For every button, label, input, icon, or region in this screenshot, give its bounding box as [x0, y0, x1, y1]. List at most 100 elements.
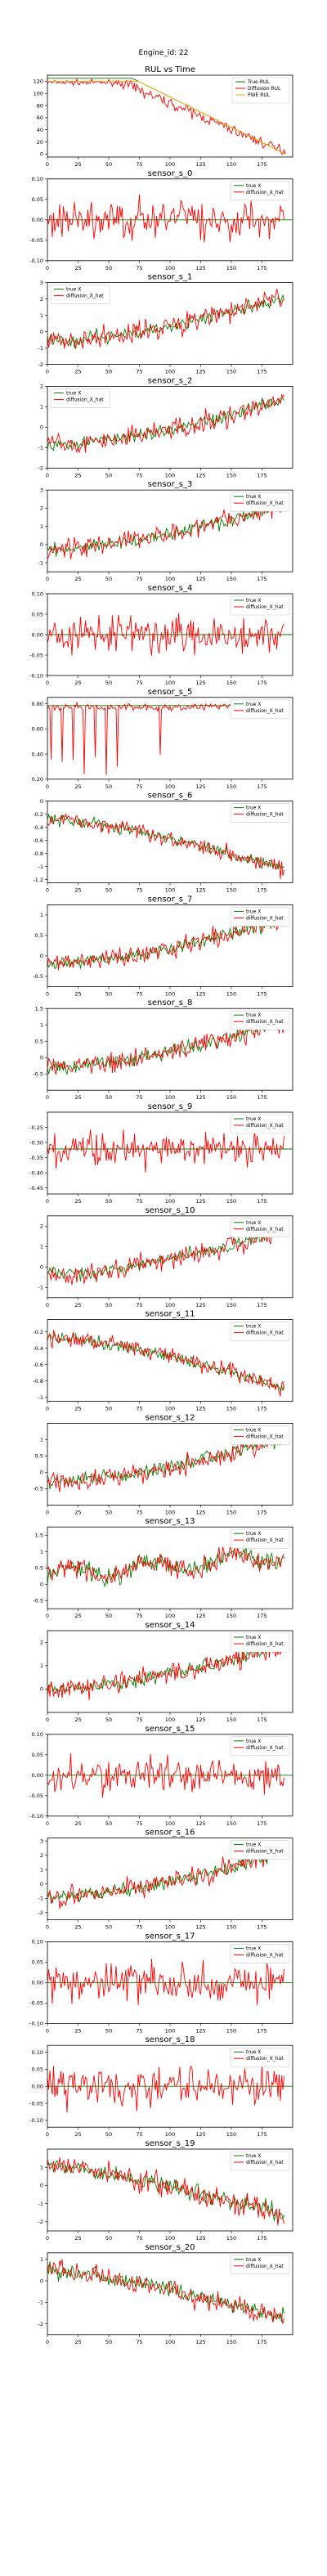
legend-label: true X	[246, 702, 261, 707]
x-tick-label: 150	[226, 1302, 236, 1308]
x-tick-label: 75	[136, 1717, 142, 1723]
x-tick-label: 175	[257, 1613, 267, 1619]
x-tick-label: 75	[136, 1198, 142, 1205]
legend-box	[230, 2255, 290, 2275]
legend-label: true X	[246, 1842, 261, 1848]
legend-label: diffusion_X_hat	[246, 1227, 284, 1232]
legend-label: true X	[66, 287, 81, 293]
x-tick-label: 175	[257, 161, 267, 168]
chart-panel-s7: sensor_s_7 0 25 50 75 100 125 150 175 -0.5 0 0.5 1 tr…	[33, 895, 293, 997]
x-tick-label: 125	[195, 1406, 205, 1412]
legend-label: PWE RUL	[248, 92, 271, 98]
y-tick-label: -0.5	[33, 1071, 43, 1078]
legend-box	[230, 1632, 290, 1653]
x-tick-label: 125	[195, 887, 205, 894]
legend-label: diffusion_X_hat	[246, 190, 284, 195]
x-tick-label: 0	[46, 1509, 49, 1515]
chart-panel-s11: sensor_s_11 0 25 50 75 100 125 150 175 -1 -0.8 -0.6…	[33, 1310, 293, 1412]
legend-label: diffusion_X_hat	[66, 294, 104, 299]
legend-label: diffusion_X_hat	[246, 812, 284, 818]
x-tick-label: 0	[46, 472, 49, 478]
x-tick-label: 150	[226, 1820, 236, 1827]
x-tick-label: 25	[74, 472, 81, 478]
diffusion-x-hat-line	[47, 393, 284, 454]
x-tick-label: 75	[136, 265, 142, 272]
y-tick-label: -0.10	[29, 2117, 43, 2124]
plot-area	[47, 613, 293, 656]
x-tick-label: 50	[105, 990, 112, 997]
x-tick-label: 25	[74, 1198, 81, 1205]
x-tick-label: 125	[195, 1613, 205, 1619]
legend-box	[50, 285, 110, 304]
x-tick-label: 175	[257, 990, 267, 997]
legend-label: diffusion_X_hat	[246, 915, 284, 921]
y-tick-label: 0	[40, 1055, 43, 1061]
x-tick-label: 50	[105, 783, 112, 790]
legend-label: diffusion_X_hat	[246, 500, 284, 506]
legend-label: true X	[246, 598, 261, 604]
x-tick-label: 100	[165, 887, 175, 894]
y-tick-label: -0.4	[33, 1345, 43, 1352]
y-tick-label: -0.05	[29, 2000, 43, 2007]
true-x-line	[47, 813, 284, 869]
x-tick-label: 150	[226, 783, 236, 790]
x-tick-label: 0	[46, 1613, 49, 1619]
x-tick-label: 75	[136, 887, 142, 894]
x-tick-label: 75	[136, 161, 142, 168]
y-tick-label: -1	[38, 445, 43, 451]
x-tick-label: 175	[257, 1717, 267, 1723]
legend-label: diffusion_X_hat	[246, 604, 284, 610]
x-tick-label: 150	[226, 369, 236, 375]
legend-box	[230, 181, 290, 201]
legend-label: diffusion_X_hat	[246, 2056, 284, 2062]
legend-label: diffusion_X_hat	[246, 2160, 284, 2165]
chart-panel-s19: sensor_s_19 0 25 50 75 100 125 150 175 -2 -1 0 1 true…	[38, 2139, 293, 2242]
x-tick-label: 50	[105, 265, 112, 272]
x-tick-label: 125	[195, 265, 205, 272]
legend-label: true X	[246, 1012, 261, 1018]
x-tick-label: 150	[226, 1094, 236, 1101]
diffusion-x-hat-line	[47, 2157, 284, 2226]
x-tick-label: 0	[46, 161, 49, 168]
chart-panel-s0: sensor_s_0 0 25 50 75 100 125 150 175 -0.10 -0.05 0…	[29, 169, 293, 272]
y-tick-label: 60	[37, 114, 43, 121]
x-tick-label: 0	[46, 680, 49, 686]
y-tick-label: 40	[37, 127, 43, 133]
chart-title: RUL vs Time	[145, 65, 195, 74]
y-tick-label: 1	[40, 523, 43, 530]
chart-title: sensor_s_13	[145, 1517, 195, 1526]
y-tick-label: 0.00	[32, 2084, 43, 2090]
x-tick-label: 100	[165, 1302, 175, 1308]
chart-panel-s15: sensor_s_15 0 25 50 75 100 125 150 175 -0.10 -0.05…	[29, 1725, 293, 1827]
x-tick-label: 0	[46, 1924, 49, 1931]
legend-box	[230, 1010, 290, 1030]
true-x-line	[47, 1016, 284, 1075]
y-tick-label: 0.10	[32, 2049, 43, 2056]
chart-title: sensor_s_12	[145, 1413, 195, 1422]
x-tick-label: 50	[105, 1717, 112, 1723]
x-tick-label: 25	[74, 2131, 81, 2138]
y-tick-label: 2	[40, 296, 43, 303]
x-tick-label: 50	[105, 472, 112, 478]
x-tick-label: 75	[136, 2339, 142, 2345]
x-tick-label: 0	[46, 2027, 49, 2034]
legend-box	[230, 1736, 290, 1757]
legend-label: true X	[246, 1739, 261, 1744]
y-tick-label: 1	[40, 2165, 43, 2171]
x-tick-label: 0	[46, 1094, 49, 1101]
legend-label: diffusion_X_hat	[66, 397, 104, 402]
x-tick-label: 25	[74, 783, 81, 790]
y-tick-label: 0.00	[32, 1980, 43, 1986]
y-tick-label: 0.05	[32, 1752, 43, 1758]
x-tick-label: 100	[165, 576, 175, 582]
chart-title: sensor_s_18	[145, 2035, 195, 2044]
x-tick-label: 175	[257, 783, 267, 790]
x-tick-label: 25	[74, 680, 81, 686]
diffusion-x-hat-line	[47, 1959, 284, 2006]
legend-box	[230, 1322, 290, 1341]
